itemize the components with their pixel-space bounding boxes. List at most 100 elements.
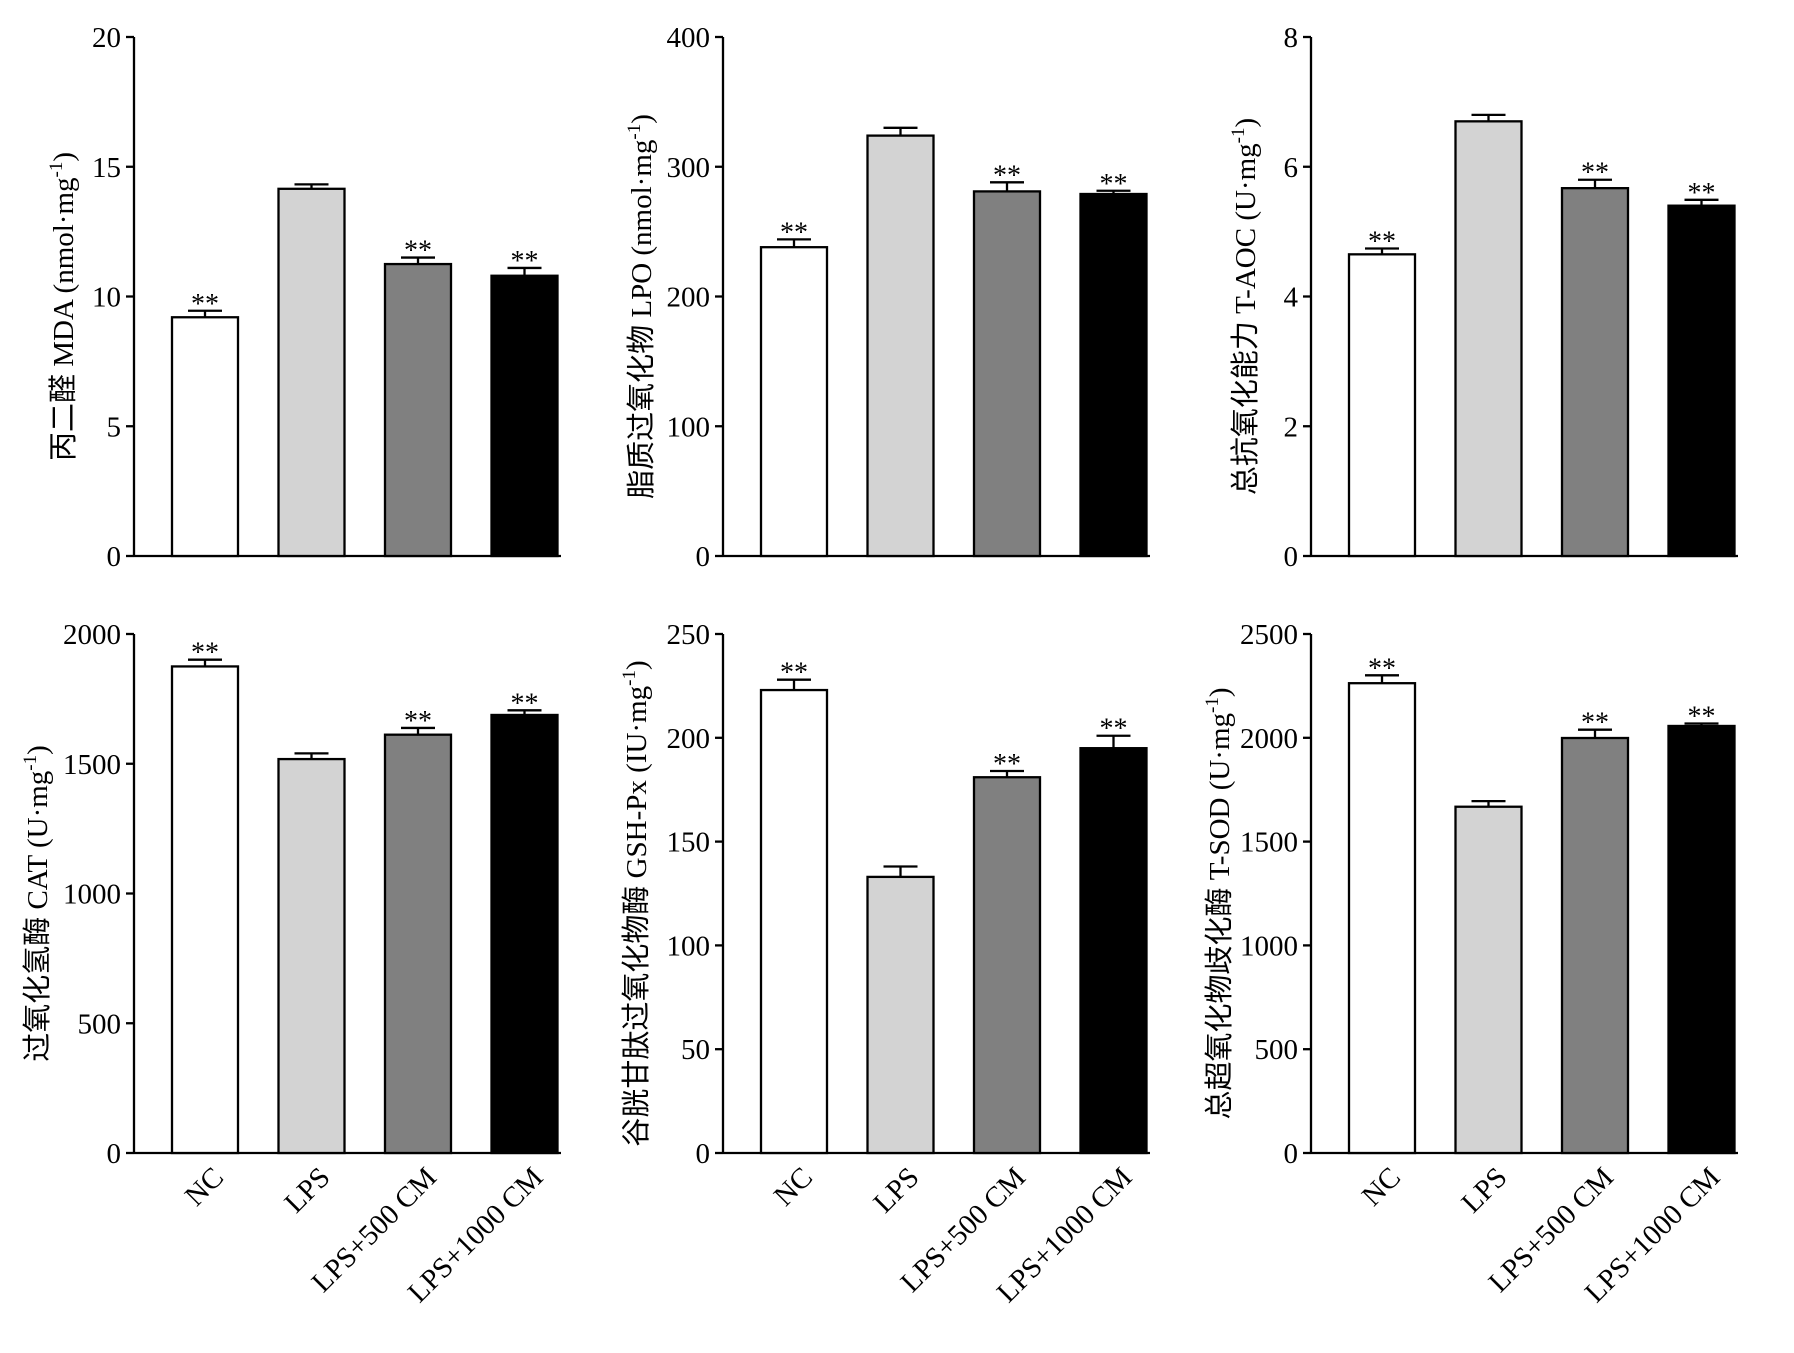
y-axis-label-superscript: -1 bbox=[624, 124, 645, 140]
bar-lps bbox=[1454, 805, 1523, 1155]
significance-mark: ** bbox=[993, 160, 1021, 191]
y-axis-label-superscript: -1 bbox=[619, 670, 640, 686]
y-tick-label: 250 bbox=[667, 619, 711, 651]
y-tick-label: 1500 bbox=[1240, 827, 1298, 859]
y-axis-label: 丙二醛 MDA (nmol·mg-1) bbox=[46, 152, 80, 461]
bar-lps bbox=[1454, 120, 1523, 558]
y-tick-label: 8 bbox=[1284, 22, 1299, 54]
y-axis-label-tail: ) bbox=[1204, 687, 1236, 697]
bar-lps bbox=[277, 757, 346, 1155]
significance-mark: ** bbox=[511, 688, 539, 719]
y-tick-label: 2 bbox=[1284, 411, 1299, 443]
y-axis-label-tail: ) bbox=[22, 745, 54, 755]
bar-lps bbox=[866, 134, 935, 558]
y-tick-label: 100 bbox=[667, 930, 711, 962]
y-tick-label: 0 bbox=[1284, 1138, 1299, 1170]
significance-mark: ** bbox=[404, 236, 432, 267]
y-tick-label: 10 bbox=[92, 282, 121, 314]
y-axis-label-tail: ) bbox=[48, 152, 80, 162]
y-tick-label: 20 bbox=[92, 22, 121, 54]
significance-mark: ** bbox=[780, 217, 808, 248]
chart-panel-6: 0 500 1000 1500 2000 2500 总超氧化物歧化酶 T-SOD (U·mg… bbox=[1202, 619, 1738, 1309]
bar-lps bbox=[866, 875, 935, 1155]
y-axis-label-text: 谷胱甘肽过氧化物酶 GSH-Px (IU·mg bbox=[620, 686, 653, 1147]
chart-panel-4: 0 500 1000 1500 2000 过氧化氢酶 CAT (U·mg-1) ** NC LP… bbox=[20, 619, 561, 1309]
y-tick-label: 300 bbox=[667, 152, 711, 184]
significance-mark: ** bbox=[1368, 653, 1396, 684]
y-tick-label: 0 bbox=[696, 541, 711, 573]
y-axis-label-text: 总抗氧化能力 T-AOC (U·mg bbox=[1229, 143, 1262, 495]
chart-panel-5: 0 50 100 150 200 250 谷胱甘肽过氧化物酶 GSH-Px (IU·mg-1… bbox=[619, 619, 1150, 1309]
y-tick-label: 1500 bbox=[63, 749, 121, 781]
y-axis-label: 脂质过氧化物 LPO (nmol·mg-1) bbox=[624, 114, 658, 499]
x-tick-label: LPS bbox=[1455, 1161, 1513, 1219]
significance-mark: ** bbox=[511, 246, 539, 277]
y-tick-label: 6 bbox=[1284, 152, 1299, 184]
y-tick-label: 0 bbox=[107, 1138, 122, 1170]
y-axis-label-text: 总超氧化物歧化酶 T-SOD (U·mg bbox=[1203, 713, 1236, 1120]
significance-mark: ** bbox=[1368, 226, 1396, 257]
x-tick-label: LPS bbox=[278, 1161, 336, 1219]
chart-panel-3: 0 2 4 6 8 总抗氧化能力 T-AOC (U·mg-1) ** ** ** bbox=[1228, 22, 1738, 573]
y-tick-label: 1000 bbox=[1240, 930, 1298, 962]
bar-lps-1000-cm bbox=[490, 274, 559, 558]
y-axis-label-text: 过氧化氢酶 CAT (U·mg bbox=[21, 771, 54, 1062]
y-tick-label: 200 bbox=[667, 723, 711, 755]
significance-mark: ** bbox=[1688, 701, 1716, 732]
bar-lps-1000-cm bbox=[1079, 747, 1148, 1155]
y-tick-label: 2000 bbox=[1240, 723, 1298, 755]
y-tick-label: 1000 bbox=[63, 879, 121, 911]
significance-mark: ** bbox=[1100, 169, 1128, 200]
bar-lps-500-cm bbox=[972, 190, 1042, 558]
bar-lps-500-cm bbox=[1560, 187, 1630, 558]
x-tick-label: NC bbox=[768, 1161, 819, 1212]
y-tick-label: 0 bbox=[107, 541, 122, 573]
bar-lps-500-cm bbox=[972, 776, 1042, 1155]
bar-lps-1000-cm bbox=[490, 713, 559, 1155]
y-tick-label: 200 bbox=[667, 282, 711, 314]
x-tick-label: NC bbox=[179, 1161, 230, 1212]
x-tick-label: NC bbox=[1356, 1161, 1407, 1212]
y-tick-label: 5 bbox=[107, 411, 122, 443]
y-tick-label: 150 bbox=[667, 827, 711, 859]
bar-nc bbox=[170, 316, 240, 558]
bar-nc bbox=[759, 246, 829, 558]
y-axis-label: 过氧化氢酶 CAT (U·mg-1) bbox=[20, 745, 54, 1062]
y-axis-label-tail: ) bbox=[626, 114, 658, 124]
significance-mark: ** bbox=[780, 658, 808, 689]
x-tick-label: LPS bbox=[867, 1161, 925, 1219]
y-tick-label: 4 bbox=[1284, 282, 1299, 314]
chart-panel-1: 0 5 10 15 20 丙二醛 MDA (nmol·mg-1) ** ** ** bbox=[46, 22, 561, 573]
y-tick-label: 2000 bbox=[63, 619, 121, 651]
bar-lps-500-cm bbox=[383, 733, 453, 1155]
y-axis-label-superscript: -1 bbox=[20, 755, 41, 771]
chart-panel-2: 0 100 200 300 400 脂质过氧化物 LPO (nmol·mg-1) ** ** *… bbox=[624, 22, 1150, 573]
significance-mark: ** bbox=[404, 706, 432, 737]
bar-nc bbox=[1347, 682, 1417, 1155]
significance-mark: ** bbox=[1581, 708, 1609, 739]
y-axis-label: 总抗氧化能力 T-AOC (U·mg-1) bbox=[1228, 118, 1262, 495]
y-axis-label-superscript: -1 bbox=[46, 162, 67, 178]
y-tick-label: 15 bbox=[92, 152, 121, 184]
y-tick-label: 100 bbox=[667, 411, 711, 443]
y-tick-label: 50 bbox=[681, 1034, 710, 1066]
significance-mark: ** bbox=[1581, 158, 1609, 189]
y-tick-label: 400 bbox=[667, 22, 711, 54]
significance-mark: ** bbox=[1688, 178, 1716, 209]
significance-mark: ** bbox=[191, 289, 219, 320]
bar-lps bbox=[277, 187, 346, 558]
y-axis-label-tail: ) bbox=[1230, 118, 1262, 128]
bar-nc bbox=[170, 665, 240, 1155]
y-tick-label: 500 bbox=[78, 1008, 122, 1040]
significance-mark: ** bbox=[993, 749, 1021, 780]
bar-lps-1000-cm bbox=[1667, 204, 1736, 558]
y-tick-label: 2500 bbox=[1240, 619, 1298, 651]
bar-nc bbox=[759, 688, 829, 1155]
bar-nc bbox=[1347, 253, 1417, 558]
bar-lps-500-cm bbox=[383, 262, 453, 558]
bar-lps-1000-cm bbox=[1079, 192, 1148, 558]
y-axis-label-superscript: -1 bbox=[1228, 128, 1249, 144]
y-tick-label: 500 bbox=[1255, 1034, 1299, 1066]
y-axis-label: 总超氧化物歧化酶 T-SOD (U·mg-1) bbox=[1202, 687, 1236, 1119]
y-tick-label: 0 bbox=[1284, 541, 1299, 573]
